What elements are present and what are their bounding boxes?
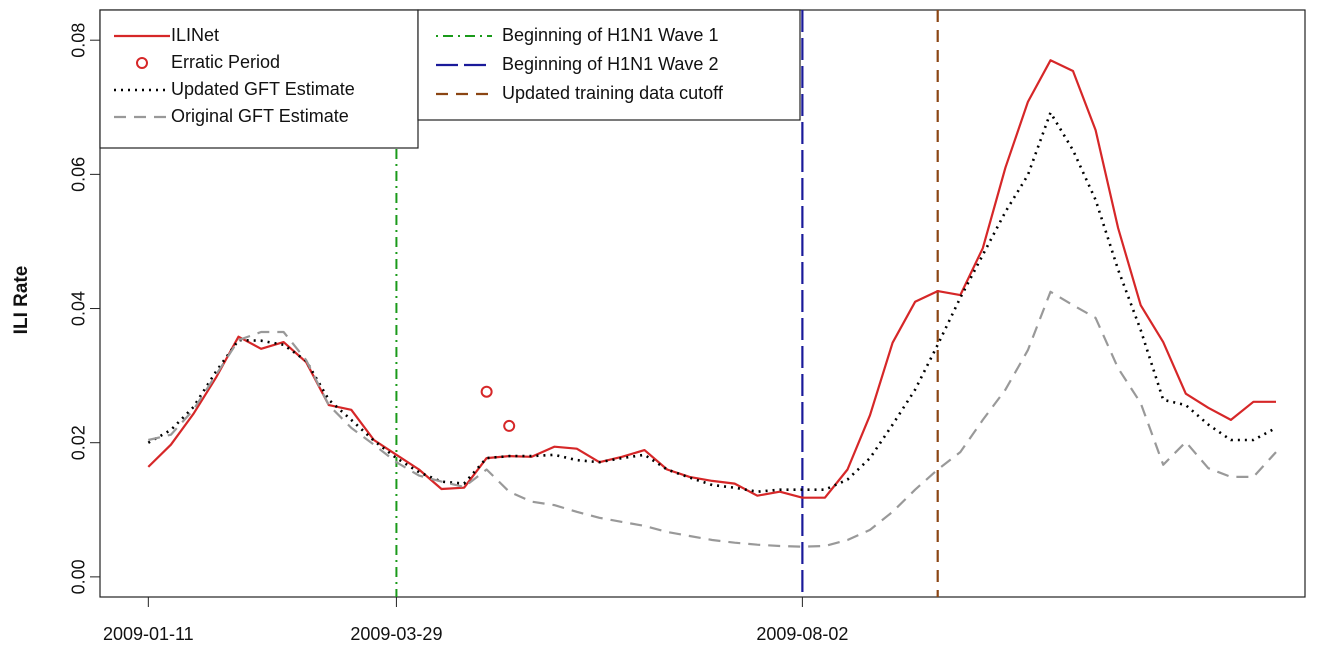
legend-box: [99, 9, 419, 149]
legend-label: Original GFT Estimate: [171, 106, 349, 126]
series-line: [148, 290, 1277, 548]
y-tick-label: 0.00: [69, 559, 89, 594]
legend-label: Updated training data cutoff: [502, 83, 724, 103]
legend-label: Beginning of H1N1 Wave 2: [502, 54, 718, 74]
y-tick-label: 0.02: [69, 425, 89, 460]
legend-label: Updated GFT Estimate: [171, 79, 355, 99]
x-tick-label: 2009-03-29: [350, 624, 442, 644]
y-tick-label: 0.04: [69, 291, 89, 326]
legend-label: Beginning of H1N1 Wave 1: [502, 25, 718, 45]
y-tick-label: 0.06: [69, 157, 89, 192]
y-axis-label: ILI Rate: [11, 266, 32, 335]
legend-label: Erratic Period: [171, 52, 280, 72]
y-tick-label: 0.08: [69, 23, 89, 58]
x-tick-label: 2009-08-02: [756, 624, 848, 644]
legend-symbol: [136, 57, 148, 69]
x-tick-label: 2009-01-11: [103, 624, 194, 644]
point: [503, 419, 516, 432]
point: [480, 385, 493, 398]
series-line: [147, 111, 1277, 493]
legend-label: ILINet: [171, 25, 219, 45]
